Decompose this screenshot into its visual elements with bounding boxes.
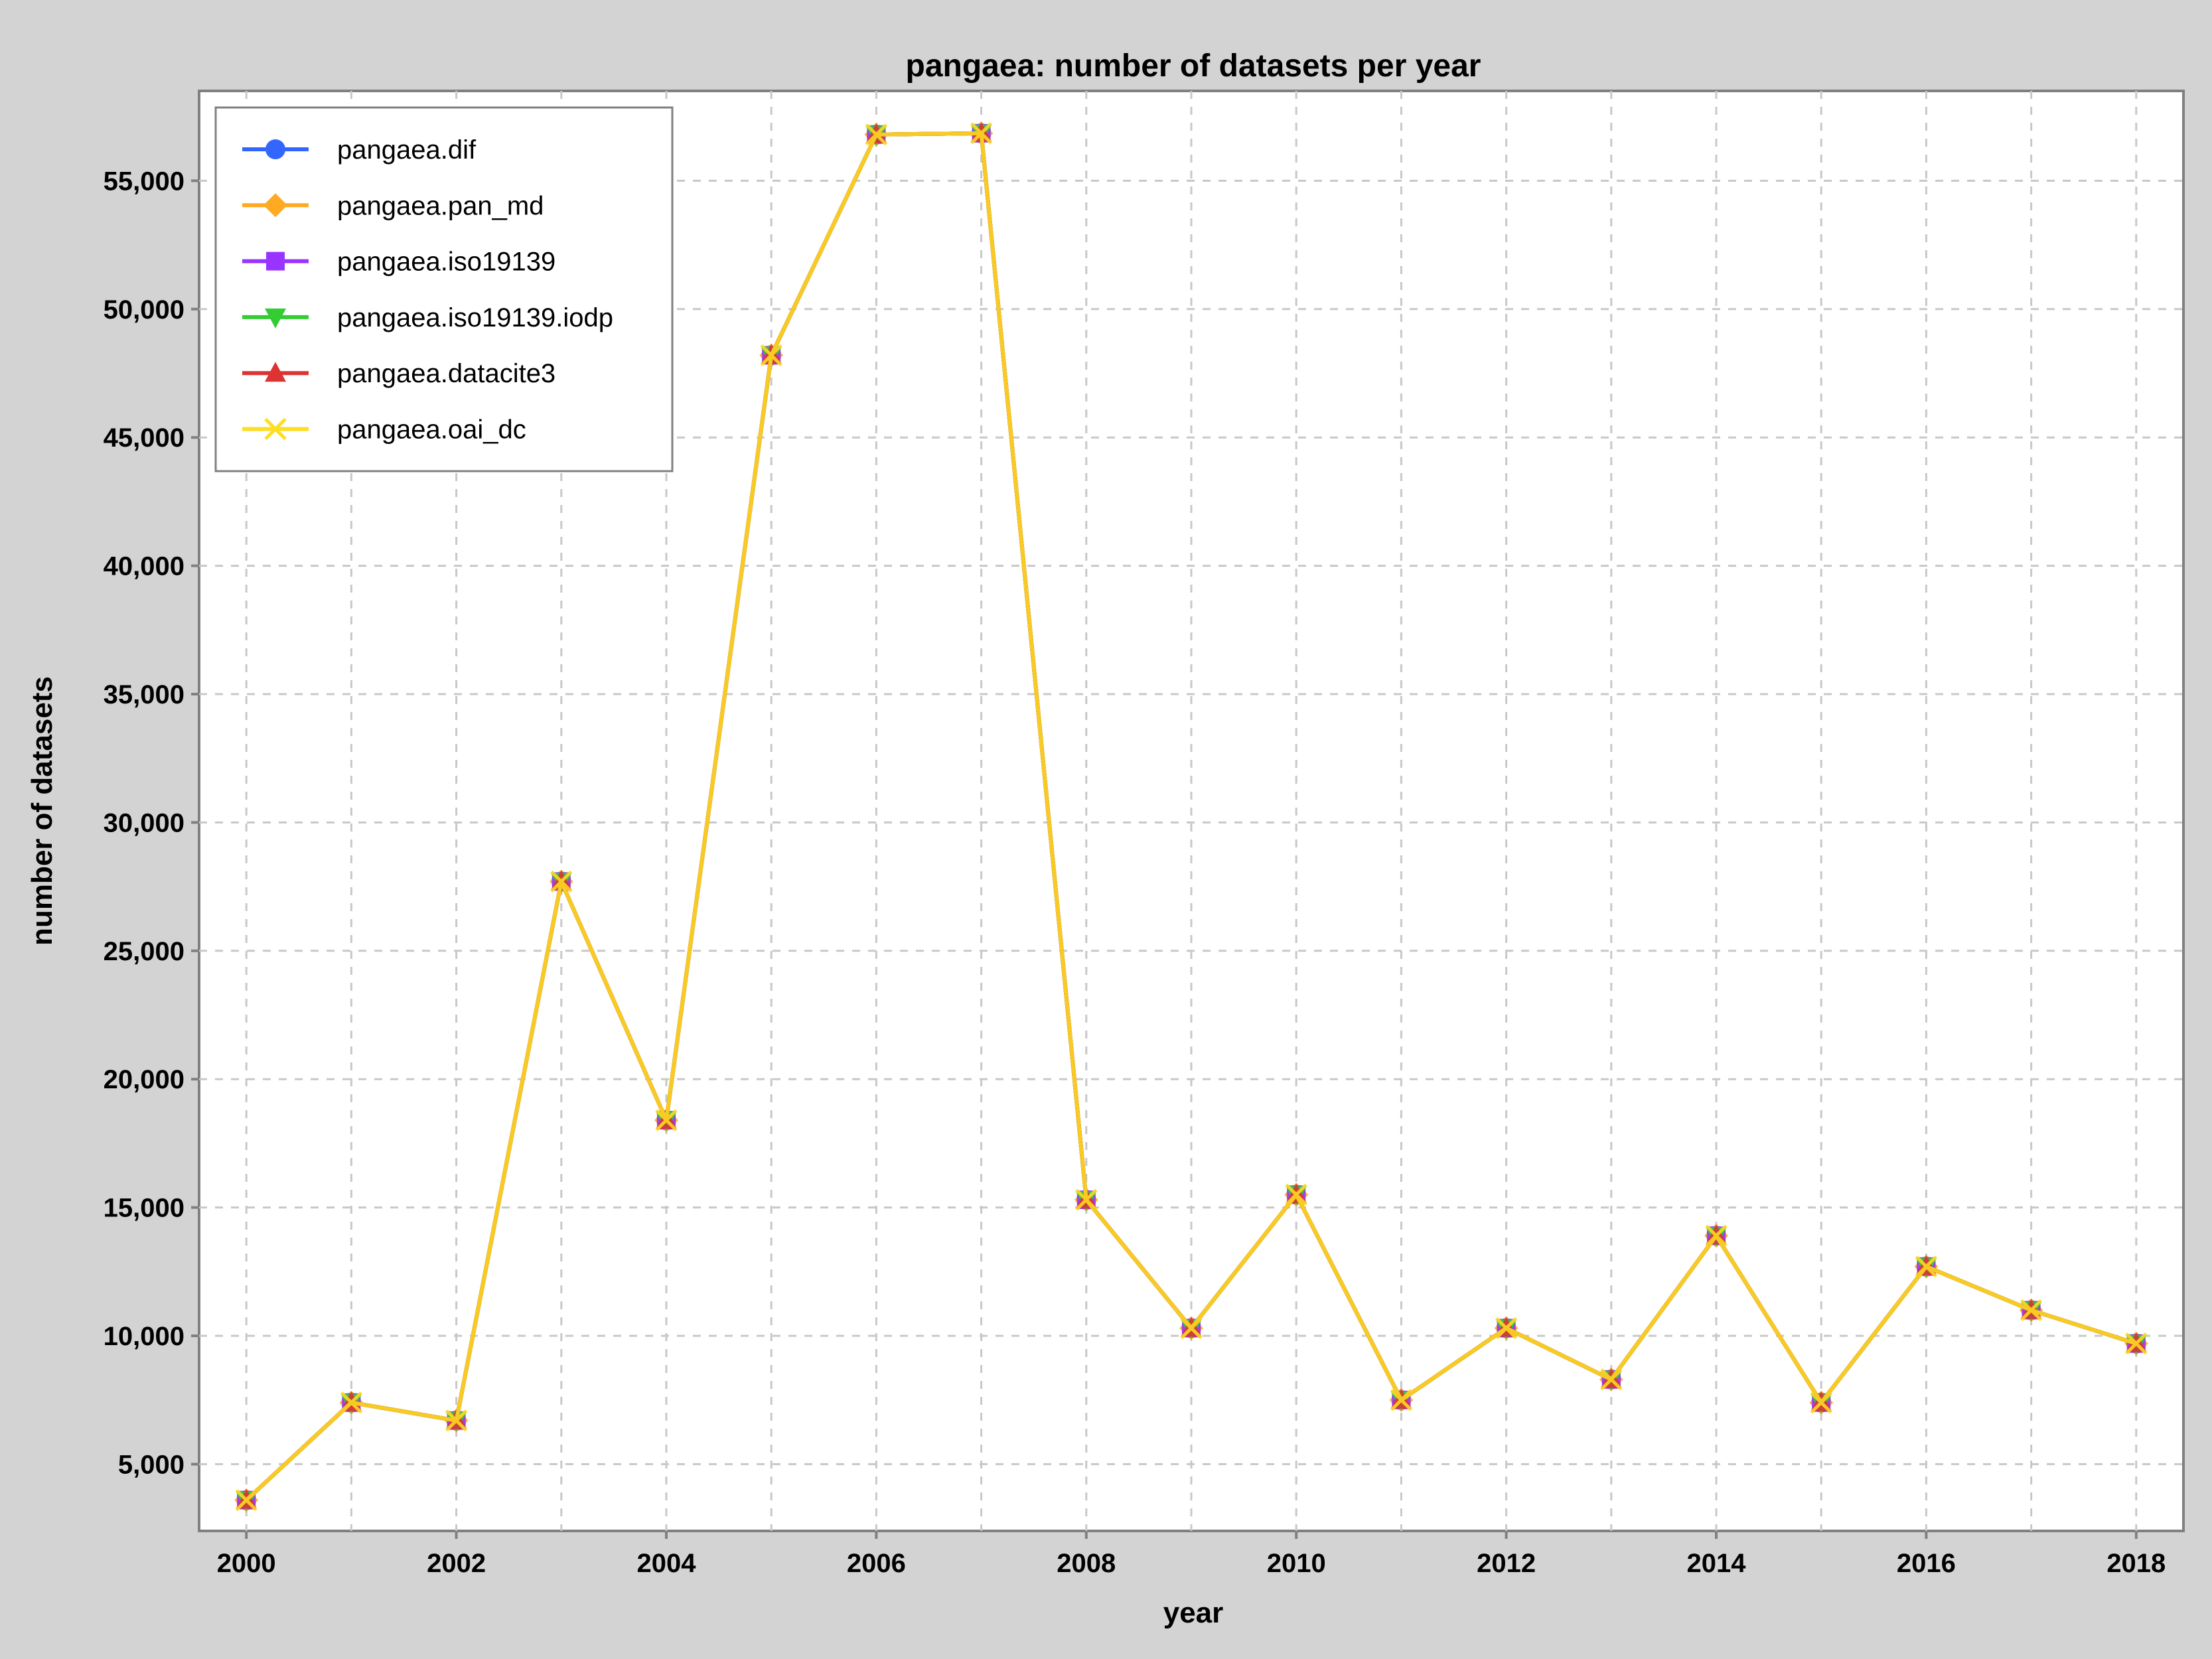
y-tick-label: 45,000 (104, 423, 184, 453)
data-point (1810, 1391, 1832, 1414)
legend-item: pangaea.iso19139.iodp (242, 303, 613, 332)
legend-label: pangaea.oai_dc (337, 415, 526, 445)
legend-item: pangaea.pan_md (242, 191, 544, 220)
y-axis-label: number of datasets (26, 676, 58, 946)
legend-label: pangaea.datacite3 (337, 359, 555, 388)
y-tick-label: 40,000 (104, 552, 184, 581)
x-axis-ticks: 2000 2002 2004 2006 2008 2010 2012 2014 2016 2018 (217, 1531, 2166, 1578)
y-axis-ticks: 5,000 10,000 15,000 20,000 25,000 30,000 35,00… (104, 167, 199, 1479)
series-pangaea.oai_dc (235, 122, 2148, 1512)
x-tick-label: 2014 (1687, 1549, 1747, 1578)
y-tick-label: 20,000 (104, 1065, 184, 1094)
data-point (550, 870, 573, 893)
legend-label: pangaea.iso19139 (337, 248, 555, 277)
legend-marker (265, 362, 286, 382)
data-point (1600, 1368, 1623, 1391)
legend-item: pangaea.oai_dc (242, 415, 526, 445)
legend-marker (263, 193, 287, 218)
legend-label: pangaea.dif (337, 135, 477, 165)
data-point (2020, 1299, 2043, 1322)
y-tick-label: 25,000 (104, 937, 184, 966)
x-tick-label: 2018 (2106, 1549, 2166, 1578)
x-tick-label: 2006 (847, 1549, 906, 1578)
legend-label: pangaea.pan_md (337, 191, 544, 220)
x-tick-label: 2010 (1267, 1549, 1326, 1578)
legend-marker (265, 308, 286, 328)
data-point (1390, 1388, 1413, 1411)
legend-marker (266, 252, 285, 271)
data-point (970, 122, 993, 145)
legend-item: pangaea.iso19139 (242, 248, 555, 277)
y-tick-label: 15,000 (104, 1194, 184, 1223)
y-tick-label: 35,000 (104, 680, 184, 709)
data-point (340, 1391, 363, 1414)
legend-item: pangaea.datacite3 (242, 359, 555, 388)
data-point (1915, 1255, 1938, 1278)
y-tick-label: 50,000 (104, 295, 184, 325)
x-tick-label: 2000 (217, 1549, 276, 1578)
legend: pangaea.dif pangaea.pan_md pangaea.iso1913… (214, 106, 674, 472)
legend-label: pangaea.iso19139.iodp (337, 303, 613, 332)
x-tick-label: 2004 (637, 1549, 697, 1578)
data-point (2125, 1332, 2148, 1355)
data-point (865, 123, 888, 146)
x-tick-label: 2012 (1477, 1549, 1536, 1578)
x-tick-label: 2008 (1057, 1549, 1116, 1578)
x-tick-label: 2002 (427, 1549, 486, 1578)
data-point (760, 344, 782, 367)
data-point (1180, 1317, 1203, 1340)
chart-title: pangaea: number of datasets per year (906, 48, 1481, 84)
data-point (235, 1488, 258, 1512)
data-point (1075, 1189, 1098, 1211)
y-tick-label: 5,000 (118, 1450, 184, 1479)
y-tick-label: 10,000 (104, 1322, 184, 1351)
legend-item: pangaea.dif (242, 135, 477, 165)
data-point (445, 1409, 468, 1432)
x-tick-label: 2016 (1897, 1549, 1956, 1578)
y-tick-label: 55,000 (104, 167, 184, 196)
data-point (655, 1109, 678, 1131)
legend-marker (264, 417, 287, 441)
grid (199, 91, 2183, 1531)
x-axis-label: year (1163, 1597, 1224, 1629)
data-point (1705, 1224, 1728, 1247)
legend-box (214, 106, 674, 472)
data-point (1495, 1317, 1518, 1340)
y-tick-label: 30,000 (104, 808, 184, 837)
data-point (1285, 1183, 1307, 1206)
legend-marker (265, 139, 285, 159)
series-group (234, 121, 2148, 1512)
